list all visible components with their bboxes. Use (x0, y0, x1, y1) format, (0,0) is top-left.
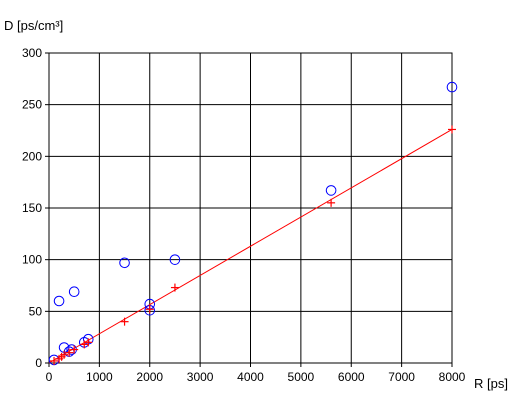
plus-point (145, 305, 154, 314)
plus-point (50, 356, 59, 365)
x-tick-label: 3000 (187, 370, 214, 384)
y-tick-label: 0 (35, 356, 42, 370)
y-axis-title: D [ps/cm³] (4, 18, 63, 33)
x-tick-label: 2000 (136, 370, 163, 384)
y-tick-label: 250 (22, 98, 42, 112)
plus-point (80, 340, 89, 349)
plus-point (70, 345, 79, 354)
x-tick-label: 6000 (338, 370, 365, 384)
x-tick-label: 1000 (86, 370, 113, 384)
plus-point (60, 350, 69, 359)
plus-point (448, 125, 456, 134)
y-tick-label: 50 (29, 304, 43, 318)
y-tick-label: 150 (22, 201, 42, 215)
circle-point (169, 254, 181, 265)
circle-point (446, 81, 458, 93)
y-tick-label: 300 (22, 46, 42, 60)
plus-point (65, 348, 74, 357)
y-tick-label: 100 (22, 253, 42, 267)
circle-point (119, 257, 130, 269)
circle-point (68, 286, 80, 298)
data-marks (48, 81, 458, 366)
x-axis-title: R [ps] (474, 376, 508, 391)
x-tick-label: 4000 (237, 370, 264, 384)
plus-point (84, 338, 93, 347)
plus-point (327, 198, 336, 207)
x-tick-label: 7000 (388, 370, 415, 384)
circle-point (53, 295, 65, 307)
plus-point (120, 317, 129, 326)
plus-point (170, 283, 179, 292)
series-2 (50, 125, 456, 365)
x-tick-label: 5000 (288, 370, 315, 384)
y-tick-label: 200 (22, 149, 42, 163)
trendline (48, 129, 453, 364)
x-tick-label: 8000 (439, 370, 466, 384)
axis-ticks: 0 1000 2000 3000 4000 5000 6000 7000 8000 0 50 100 1… (22, 46, 466, 384)
trendline-layer (48, 129, 453, 364)
x-tick-label: 0 (46, 370, 53, 384)
circle-point (325, 185, 337, 196)
